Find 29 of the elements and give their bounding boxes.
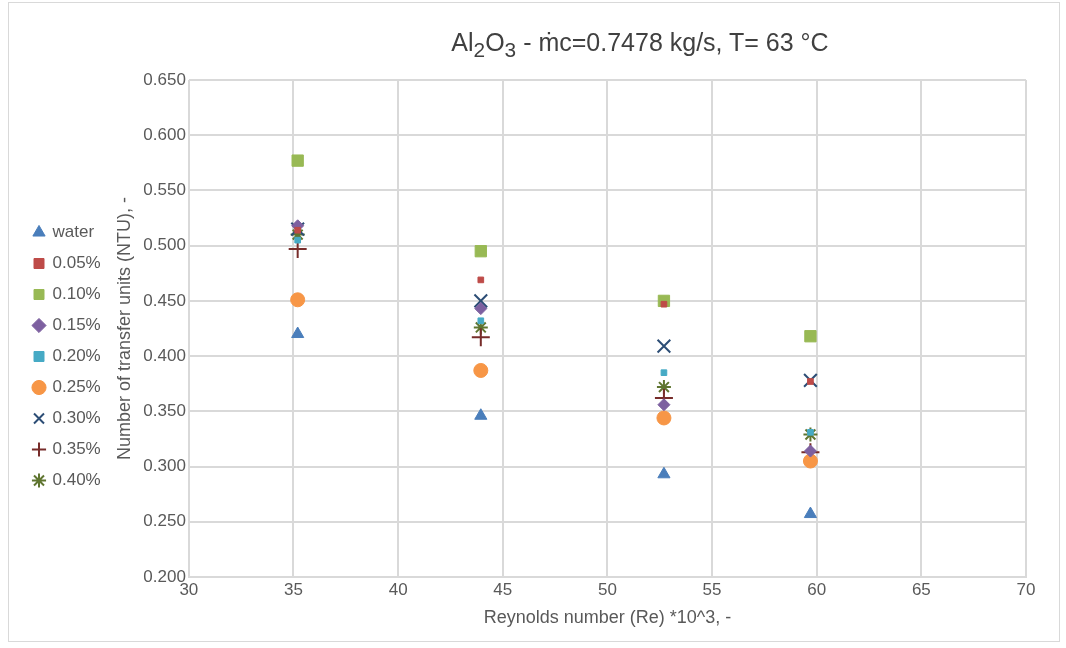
legend-label: water: [51, 222, 95, 242]
legend-label: 0.05%: [52, 253, 101, 273]
x-tick-label: 35: [284, 579, 303, 599]
y-tick-label: 0.450: [143, 290, 186, 310]
x-tick-label: 45: [493, 579, 513, 599]
legend-label: 0.20%: [52, 346, 101, 366]
chart-title: Al$_{2}$O$_{3}$ - ṁc=0.7478 kg/s, T= 63 °C: [450, 28, 830, 62]
y-tick-label: 0.300: [143, 456, 186, 476]
x-tick-label: 60: [807, 579, 827, 599]
x-tick-label: 50: [597, 579, 617, 599]
y-tick-label: 0.500: [143, 235, 186, 255]
legend-label: 0.15%: [52, 315, 101, 335]
x-tick-label: 40: [388, 579, 408, 599]
y-tick-label: 0.250: [143, 511, 186, 531]
y-tick-label: 0.600: [143, 124, 186, 144]
y-tick-label: 0.550: [143, 180, 186, 200]
x-tick-label: 65: [911, 579, 931, 599]
x-tick-label: 55: [702, 579, 722, 599]
legend-label: 0.35%: [52, 439, 101, 459]
y-tick-label: 0.650: [143, 69, 186, 89]
x-tick-label: 70: [1016, 579, 1036, 599]
legend-label: 0.30%: [52, 408, 101, 428]
y-tick-label: 0.400: [143, 345, 186, 365]
y-tick-label: 0.350: [143, 401, 186, 421]
legend-label: 0.40%: [52, 470, 101, 490]
x-axis-title: Reynolds number (Re) *10^3, -: [483, 607, 732, 628]
legend-label: 0.10%: [52, 284, 101, 304]
y-axis-title: Number of transfer units (NTU), -: [114, 196, 135, 461]
legend-label: 0.25%: [52, 377, 101, 397]
